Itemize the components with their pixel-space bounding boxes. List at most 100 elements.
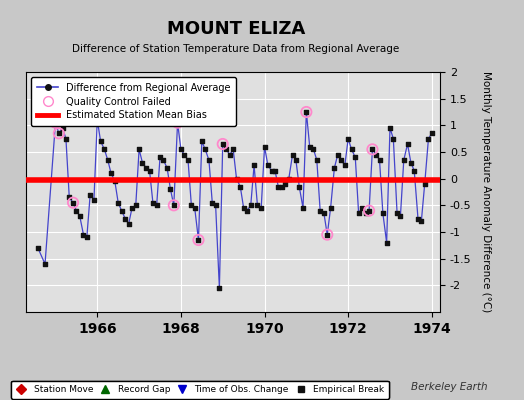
Point bbox=[54, 130, 63, 136]
Point bbox=[211, 202, 220, 208]
Point bbox=[428, 130, 436, 136]
Point bbox=[232, 176, 241, 182]
Point bbox=[396, 213, 405, 219]
Point bbox=[198, 138, 206, 144]
Point bbox=[114, 200, 123, 206]
Point bbox=[407, 160, 415, 166]
Point bbox=[128, 205, 136, 211]
Point bbox=[79, 232, 88, 238]
Point bbox=[271, 168, 279, 174]
Point bbox=[323, 232, 332, 238]
Point bbox=[173, 120, 182, 126]
Point bbox=[180, 152, 189, 158]
Point bbox=[72, 208, 81, 214]
Point bbox=[250, 162, 258, 168]
Point bbox=[281, 181, 290, 187]
Point bbox=[354, 210, 363, 216]
Point bbox=[389, 136, 398, 142]
Point bbox=[177, 146, 185, 152]
Point bbox=[215, 285, 224, 291]
Point bbox=[400, 157, 408, 163]
Point bbox=[333, 152, 342, 158]
Point bbox=[222, 146, 230, 152]
Point bbox=[104, 157, 112, 163]
Point bbox=[96, 138, 105, 144]
Point bbox=[351, 154, 359, 160]
Point bbox=[285, 176, 293, 182]
Point bbox=[69, 200, 77, 206]
Point bbox=[326, 205, 335, 211]
Point bbox=[379, 210, 387, 216]
Point bbox=[156, 154, 164, 160]
Point bbox=[410, 168, 419, 174]
Point bbox=[320, 210, 328, 216]
Point bbox=[305, 144, 314, 150]
Point bbox=[247, 202, 255, 208]
Point bbox=[86, 192, 94, 198]
Point bbox=[135, 146, 143, 152]
Text: Difference of Station Temperature Data from Regional Average: Difference of Station Temperature Data f… bbox=[72, 44, 399, 54]
Point bbox=[62, 136, 70, 142]
Point bbox=[75, 213, 84, 219]
Point bbox=[111, 178, 119, 184]
Point bbox=[100, 146, 108, 152]
Point bbox=[107, 170, 115, 176]
Point bbox=[292, 157, 300, 163]
Point bbox=[295, 184, 303, 190]
Point bbox=[299, 205, 307, 211]
Point bbox=[368, 146, 377, 152]
Point bbox=[302, 109, 311, 115]
Point bbox=[288, 152, 297, 158]
Point bbox=[368, 146, 377, 152]
Y-axis label: Monthly Temperature Anomaly Difference (°C): Monthly Temperature Anomaly Difference (… bbox=[481, 71, 491, 313]
Point bbox=[187, 202, 195, 208]
Point bbox=[313, 157, 321, 163]
Point bbox=[344, 136, 352, 142]
Text: Berkeley Earth: Berkeley Earth bbox=[411, 382, 487, 392]
Point bbox=[274, 184, 282, 190]
Point bbox=[184, 157, 192, 163]
Point bbox=[90, 197, 98, 203]
Point bbox=[93, 117, 102, 123]
Point bbox=[365, 208, 373, 214]
Point bbox=[152, 202, 161, 208]
Point bbox=[403, 141, 412, 147]
Text: MOUNT ELIZA: MOUNT ELIZA bbox=[167, 20, 305, 38]
Point bbox=[83, 234, 91, 240]
Point bbox=[253, 202, 261, 208]
Point bbox=[358, 205, 366, 211]
Point bbox=[54, 130, 63, 136]
Point bbox=[226, 152, 234, 158]
Point bbox=[243, 208, 251, 214]
Point bbox=[145, 168, 154, 174]
Point bbox=[239, 205, 248, 211]
Point bbox=[51, 120, 60, 126]
Point bbox=[330, 165, 339, 171]
Point bbox=[132, 202, 140, 208]
Point bbox=[309, 146, 318, 152]
Point bbox=[117, 208, 126, 214]
Point bbox=[205, 157, 213, 163]
Point bbox=[386, 125, 394, 131]
Point bbox=[51, 120, 60, 126]
Point bbox=[159, 157, 168, 163]
Point bbox=[58, 125, 67, 131]
Point bbox=[41, 261, 49, 267]
Point bbox=[65, 194, 73, 200]
Point bbox=[170, 202, 178, 208]
Point bbox=[201, 146, 210, 152]
Legend: Station Move, Record Gap, Time of Obs. Change, Empirical Break: Station Move, Record Gap, Time of Obs. C… bbox=[11, 381, 389, 399]
Point bbox=[375, 157, 384, 163]
Point bbox=[208, 200, 216, 206]
Point bbox=[173, 120, 182, 126]
Point bbox=[420, 181, 429, 187]
Point bbox=[417, 218, 425, 224]
Point bbox=[219, 141, 227, 147]
Point bbox=[34, 245, 42, 251]
Point bbox=[194, 237, 203, 243]
Point bbox=[257, 205, 265, 211]
Point bbox=[163, 165, 171, 171]
Point bbox=[219, 141, 227, 147]
Point bbox=[229, 146, 237, 152]
Point bbox=[170, 202, 178, 208]
